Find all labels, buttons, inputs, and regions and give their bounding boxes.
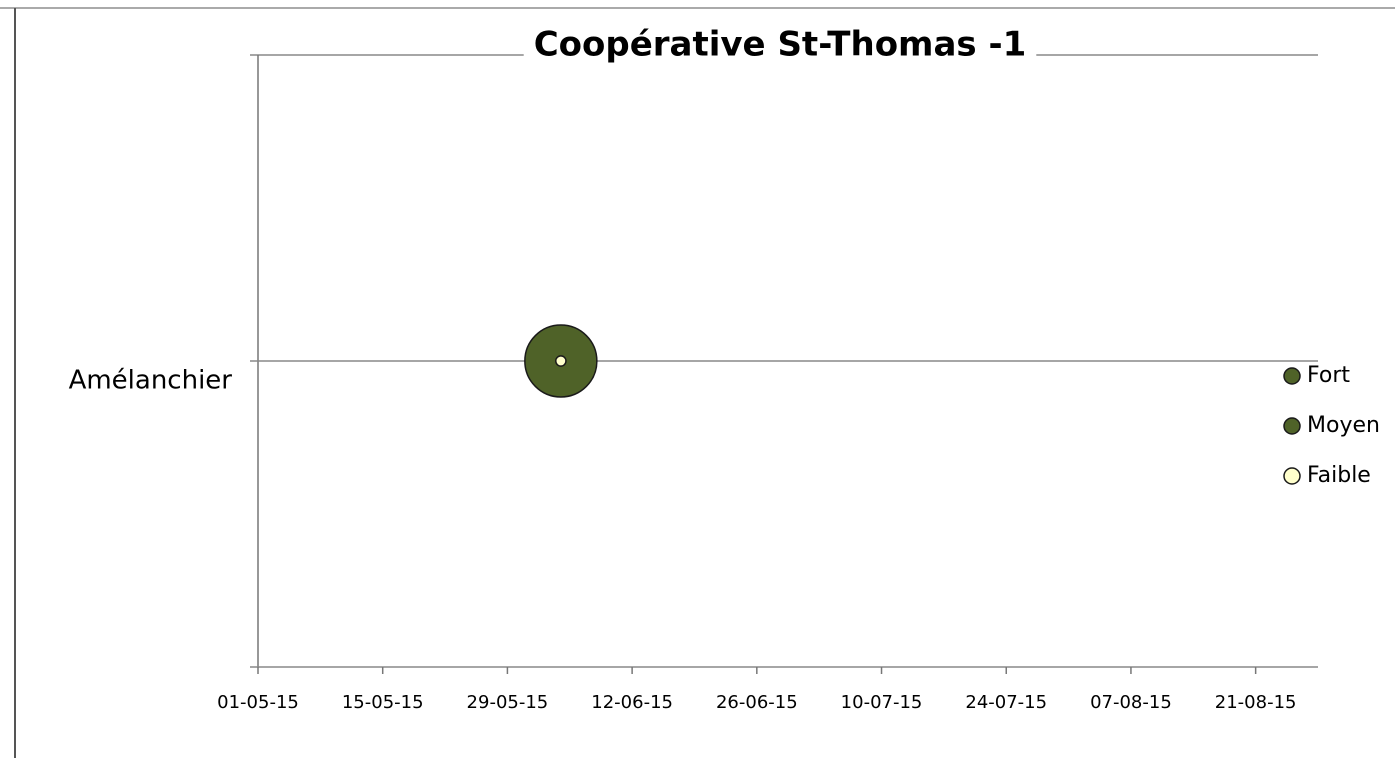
y-tick-label: Amélanchier (69, 366, 233, 396)
x-tick-label: 12-06-15 (591, 692, 673, 713)
x-tick-label: 10-07-15 (841, 692, 923, 713)
title-background (523, 24, 1037, 65)
x-tick-label: 24-07-15 (965, 692, 1047, 713)
bubble (555, 355, 567, 367)
legend-marker (1283, 417, 1301, 435)
legend-marker (1283, 367, 1301, 385)
chart-title: Coopérative St-Thomas -1 (534, 25, 1027, 65)
legend-label: Fort (1307, 363, 1350, 388)
x-tick-label: 21-08-15 (1215, 692, 1297, 713)
x-tick-label: 01-05-15 (217, 692, 299, 713)
legend-label: Moyen (1307, 413, 1380, 438)
x-tick-label: 29-05-15 (467, 692, 549, 713)
x-tick-label: 15-05-15 (342, 692, 424, 713)
legend-label: Faible (1307, 463, 1371, 488)
x-tick-label: 26-06-15 (716, 692, 798, 713)
x-tick-label: 07-08-15 (1090, 692, 1172, 713)
legend-marker (1283, 467, 1301, 485)
